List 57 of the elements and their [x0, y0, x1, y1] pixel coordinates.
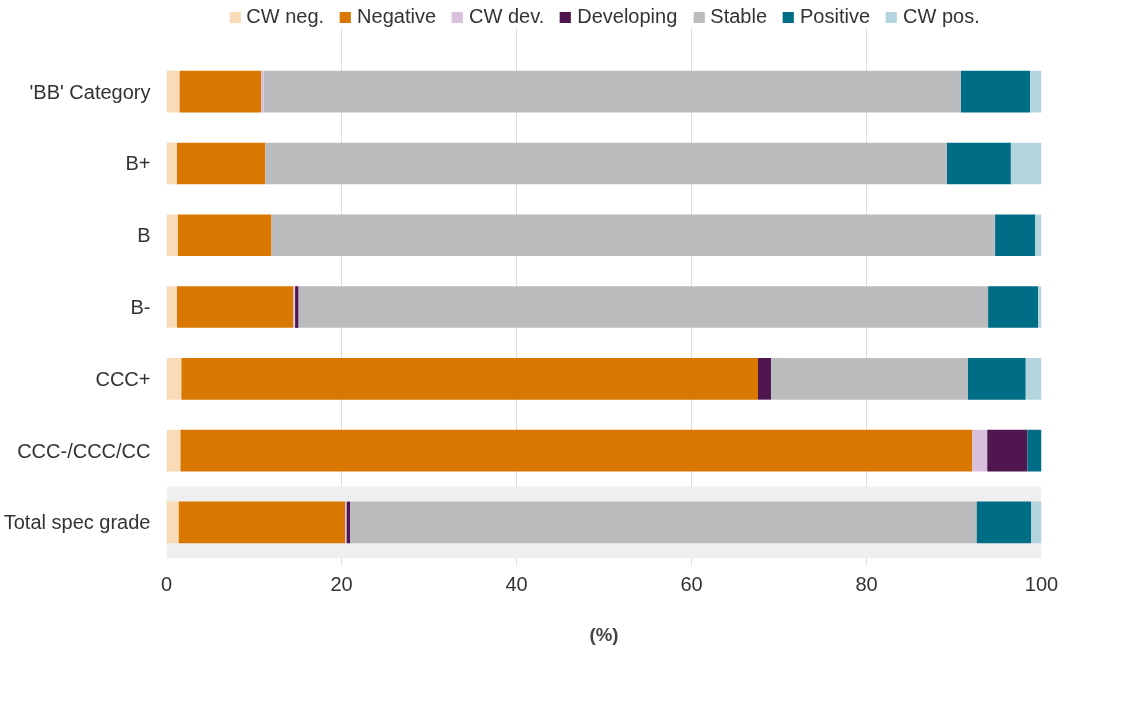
bar — [181, 358, 758, 400]
y-tick-label: B — [137, 224, 151, 247]
bar — [166, 214, 178, 257]
bar — [1035, 214, 1042, 257]
y-tick-label: CCC+ — [95, 367, 151, 390]
bar — [350, 501, 977, 544]
bar — [988, 286, 1038, 328]
legend-label: Positive — [800, 5, 871, 28]
bar — [972, 429, 988, 472]
x-tick-label: 80 — [855, 572, 878, 595]
y-tick-label: CCC-/CCC/CC — [17, 439, 151, 462]
bar — [261, 70, 264, 113]
bar — [177, 286, 294, 328]
x-axis-title: (%) — [589, 623, 619, 645]
bar — [1031, 501, 1042, 544]
y-tick-label: B- — [130, 296, 151, 319]
bar — [180, 429, 973, 472]
bar — [1027, 429, 1042, 472]
y-tick-label: B+ — [125, 152, 151, 175]
bar — [177, 142, 266, 185]
x-tick-label: 100 — [1024, 572, 1059, 595]
x-tick-label: 40 — [505, 572, 528, 595]
bar — [263, 70, 961, 113]
bar — [976, 501, 1031, 544]
bar — [178, 501, 345, 544]
bar — [1030, 70, 1042, 113]
bar — [177, 214, 272, 257]
bar — [1025, 358, 1042, 400]
legend-label: Negative — [357, 5, 437, 28]
legend-label: CW pos. — [903, 5, 980, 28]
bar — [166, 429, 181, 472]
bar — [166, 70, 180, 113]
legend-label: CW neg. — [246, 5, 325, 28]
y-tick-label: 'BB' Category — [29, 80, 151, 103]
bar — [758, 358, 772, 400]
bar — [166, 142, 177, 185]
bar — [771, 358, 968, 400]
bar — [298, 286, 989, 328]
bar — [987, 429, 1028, 472]
bar — [166, 358, 182, 400]
bar — [961, 70, 1031, 113]
bar — [1010, 142, 1042, 185]
bar — [166, 501, 179, 544]
x-tick-label: 60 — [680, 572, 703, 595]
legend-label: Stable — [710, 5, 768, 28]
x-tick-label: 0 — [160, 572, 173, 595]
bar — [995, 214, 1036, 257]
legend-label: Developing — [577, 5, 678, 28]
bar — [265, 142, 947, 185]
y-tick-label: Total spec grade — [3, 511, 151, 534]
bar — [271, 214, 996, 257]
bar — [947, 142, 1011, 185]
bar — [968, 358, 1026, 400]
bar — [166, 286, 177, 328]
legend-label: CW dev. — [469, 5, 545, 28]
x-tick-label: 20 — [330, 572, 353, 595]
bar — [179, 70, 261, 113]
